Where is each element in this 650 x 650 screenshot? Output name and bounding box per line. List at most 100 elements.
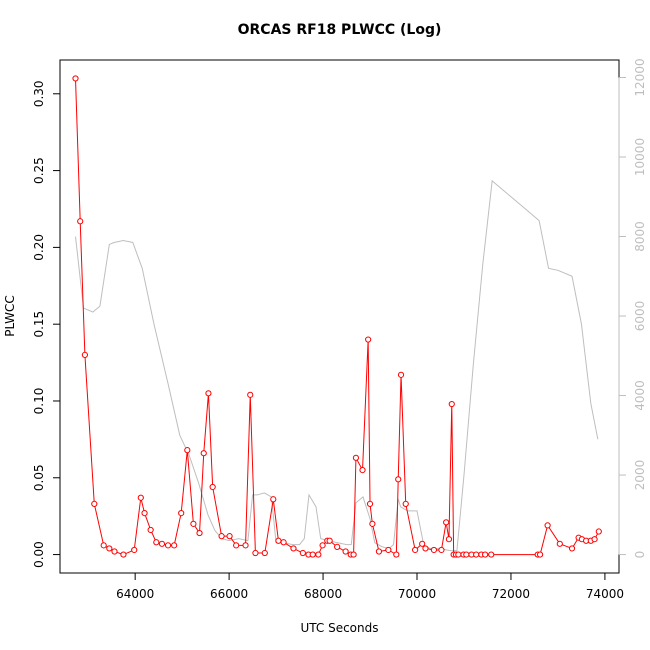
x-tick-label: 72000	[492, 587, 530, 601]
x-tick-label: 66000	[210, 587, 248, 601]
data-point	[158, 540, 166, 547]
data-point	[299, 549, 306, 557]
data-point	[419, 540, 426, 547]
data-point	[393, 551, 400, 558]
data-point	[81, 351, 89, 358]
x-tick-label: 70000	[398, 587, 436, 601]
y2-tick-label: 4000	[633, 380, 647, 411]
data-point	[591, 536, 598, 543]
y2-tick-label: 8000	[633, 221, 647, 252]
data-point	[309, 551, 316, 558]
series-right-line	[75, 179, 599, 552]
y2-tick-label: 2000	[633, 460, 647, 491]
plot-frame	[59, 59, 620, 574]
data-point	[153, 539, 160, 546]
data-point	[72, 75, 79, 82]
data-point	[359, 466, 366, 474]
y-tick-label: 0.00	[32, 541, 46, 568]
y-tick-label: 0.20	[32, 234, 46, 261]
series-left-line	[75, 78, 600, 556]
data-point	[164, 542, 172, 549]
data-point	[290, 545, 297, 552]
y2-tick-label: 10000	[633, 138, 647, 176]
data-point	[463, 551, 470, 558]
data-point	[568, 545, 576, 552]
data-point	[334, 543, 341, 550]
data-point	[200, 450, 207, 457]
data-point	[270, 496, 277, 503]
data-point	[438, 546, 445, 554]
data-point	[352, 454, 360, 461]
y-axis-label: PLWCC	[3, 295, 17, 336]
x-axis-label: UTC Seconds	[300, 621, 378, 635]
data-point	[422, 545, 429, 552]
data-point	[141, 509, 148, 517]
data-point	[106, 545, 113, 552]
data-point	[443, 519, 450, 526]
data-point	[137, 494, 144, 501]
data-point	[397, 371, 405, 378]
data-point	[536, 551, 544, 558]
data-point	[412, 546, 419, 554]
data-point	[218, 533, 225, 540]
data-point	[448, 400, 455, 408]
data-point	[350, 551, 357, 558]
y-tick-label: 0.30	[32, 80, 46, 107]
data-point	[275, 537, 282, 544]
data-point	[171, 542, 178, 549]
data-point	[488, 551, 495, 558]
data-point	[430, 546, 438, 554]
data-point	[190, 520, 197, 527]
data-point	[544, 522, 551, 529]
data-point	[473, 551, 480, 558]
data-point	[342, 548, 349, 555]
data-point	[556, 540, 563, 547]
data-point	[319, 542, 326, 549]
x-tick-label: 74000	[586, 587, 624, 601]
data-point	[147, 526, 154, 534]
data-point	[455, 551, 462, 558]
data-point	[261, 549, 268, 557]
data-point	[280, 539, 287, 546]
data-point	[91, 500, 98, 507]
data-point	[111, 548, 118, 555]
data-point	[242, 542, 249, 549]
y2-tick-label: 6000	[633, 301, 647, 332]
data-point	[395, 476, 402, 483]
data-point	[205, 390, 212, 397]
data-point	[445, 536, 453, 543]
data-point	[131, 546, 138, 554]
data-point	[184, 447, 191, 454]
y2-axis: 0 2000 4000 6000 8000 10000 12000	[618, 58, 647, 559]
y2-tick-label: 0	[633, 551, 647, 559]
data-point	[326, 537, 333, 544]
data-point	[247, 391, 254, 398]
y-tick-label: 0.15	[32, 311, 46, 338]
data-point	[315, 551, 322, 558]
x-tick-label: 64000	[116, 587, 154, 601]
y-axis: 0.00 0.05 0.10 0.15 0.20 0.25 0.30	[32, 80, 61, 568]
data-point	[365, 336, 372, 343]
data-point	[233, 542, 240, 549]
data-point	[375, 548, 383, 555]
y2-tick-label: 12000	[633, 58, 647, 96]
data-point	[366, 500, 374, 507]
data-point	[226, 533, 233, 540]
x-axis: 64000 66000 68000 70000 72000 74000	[116, 572, 624, 601]
y-tick-label: 0.25	[32, 157, 46, 184]
data-point	[77, 218, 84, 225]
data-point	[100, 542, 107, 549]
chart-title: ORCAS RF18 PLWCC (Log)	[238, 22, 442, 38]
data-point	[595, 528, 602, 535]
data-point	[209, 483, 216, 491]
y-tick-label: 0.05	[32, 464, 46, 491]
data-point	[120, 551, 127, 558]
series-layer	[72, 75, 602, 558]
data-point	[482, 551, 489, 558]
data-point	[385, 546, 392, 554]
x-tick-label: 68000	[304, 587, 342, 601]
y-tick-label: 0.10	[32, 388, 46, 415]
data-point	[196, 529, 203, 537]
data-point	[369, 520, 376, 527]
